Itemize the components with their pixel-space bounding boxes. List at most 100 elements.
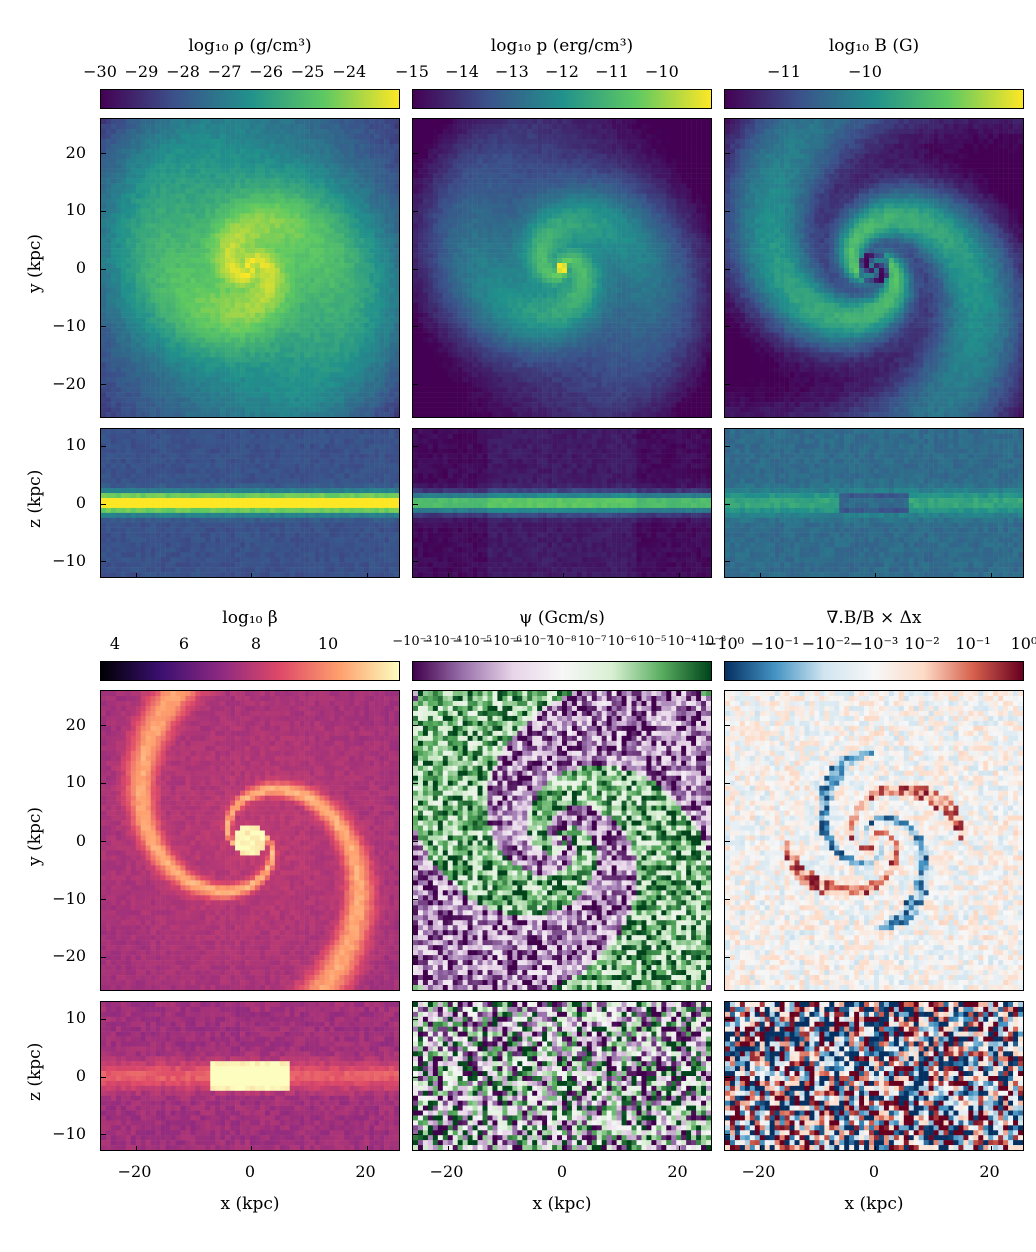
x-tick-label: 0: [557, 1162, 567, 1181]
colorbar-tick-label: −10⁻⁷: [512, 634, 552, 649]
colorbar: [412, 89, 712, 109]
y-tick-mark: [101, 326, 106, 328]
y-tick-mark: [101, 725, 106, 727]
x-tick-mark: [759, 1146, 761, 1150]
y-tick-mark: [101, 268, 106, 270]
y-tick-mark: [413, 725, 418, 727]
colorbar-tick-label: −29: [125, 62, 159, 81]
y-tick-mark: [725, 956, 730, 958]
y-tick-mark: [101, 1076, 106, 1078]
face-on-map: [100, 690, 400, 991]
y-tick-mark: [413, 1018, 418, 1020]
colorbar-tick-label: −25: [291, 62, 325, 81]
colorbar-tick-label: 10⁻⁵: [638, 634, 667, 649]
y-tick-mark: [413, 503, 418, 505]
colorbar-tick-label: −10⁻²: [802, 634, 851, 653]
y-tick-label: 10: [36, 772, 86, 791]
x-tick-mark: [990, 573, 992, 577]
x-tick-mark: [990, 1146, 992, 1150]
colorbar-tick-label: −10⁻³: [392, 634, 432, 649]
y-tick-mark: [413, 899, 418, 901]
colorbar-tick-label: −10⁻⁵: [452, 634, 492, 649]
colorbar-tick-label: −15: [395, 62, 429, 81]
z-tick-label: 10: [36, 435, 86, 454]
y-tick-label: 20: [36, 715, 86, 734]
y-tick-label: −10: [36, 316, 86, 335]
y-tick-mark: [101, 384, 106, 385]
x-tick-mark: [678, 573, 680, 577]
z-tick-label: −10: [36, 551, 86, 570]
y-tick-mark: [725, 268, 730, 270]
y-tick-mark: [725, 445, 730, 447]
x-tick-mark: [759, 573, 761, 577]
colorbar-tick-label: 10⁻⁸: [548, 634, 577, 649]
x-tick-mark: [447, 573, 449, 577]
y-tick-mark: [725, 153, 730, 154]
y-tick-mark: [413, 841, 418, 842]
x-tick-mark: [135, 573, 137, 577]
z-tick-label: 0: [36, 1066, 86, 1085]
face-on-map: [412, 690, 712, 991]
y-tick-mark: [101, 445, 106, 447]
x-tick-label: 20: [355, 1162, 375, 1181]
y-tick-mark: [725, 782, 730, 784]
y-tick-mark: [101, 1134, 106, 1136]
colorbar-tick-label: 10⁻⁴: [668, 634, 697, 649]
x-axis-label: x (kpc): [845, 1194, 904, 1214]
edge-on-map: [100, 1001, 400, 1151]
colorbar-tick-label: 4: [110, 634, 120, 653]
y-tick-mark: [725, 1076, 730, 1078]
z-tick-label: 10: [36, 1008, 86, 1027]
y-tick-mark: [725, 1018, 730, 1020]
y-tick-mark: [413, 384, 418, 385]
y-tick-mark: [413, 268, 418, 270]
colorbar-tick-label: −14: [445, 62, 479, 81]
x-tick-mark: [563, 573, 564, 577]
colorbar-title: log₁₀ ρ (g/cm³): [100, 36, 400, 56]
colorbar-tick-label: −10: [848, 62, 882, 81]
y-tick-mark: [725, 384, 730, 385]
y-tick-mark: [725, 326, 730, 328]
colorbar-tick-label: 10⁻²: [904, 634, 939, 653]
colorbar-tick-label: −10⁻³: [850, 634, 899, 653]
y-tick-mark: [413, 1076, 418, 1078]
colorbar-tick-label: −10⁻⁶: [482, 634, 522, 649]
y-tick-mark: [725, 725, 730, 727]
colorbar-tick-label: 10⁻⁶: [608, 634, 637, 649]
colorbar: [412, 661, 712, 681]
colorbar-tick-label: 10⁰: [1011, 634, 1036, 653]
x-tick-mark: [563, 1146, 564, 1150]
y-tick-mark: [413, 326, 418, 328]
colorbar-title: ∇.B/B × Δx: [724, 608, 1024, 628]
colorbar-tick-label: −12: [545, 62, 579, 81]
y-tick-mark: [413, 210, 418, 212]
x-tick-label: 20: [667, 1162, 687, 1181]
colorbar-tick-label: 10⁻³: [698, 634, 727, 649]
y-tick-mark: [101, 503, 106, 505]
colorbar-tick-label: −10⁻⁴: [422, 634, 462, 649]
y-tick-mark: [101, 899, 106, 901]
y-tick-mark: [413, 956, 418, 958]
colorbar-tick-label: −26: [249, 62, 283, 81]
x-tick-mark: [678, 1146, 680, 1150]
colorbar-title: log₁₀ B (G): [724, 36, 1024, 56]
x-tick-mark: [366, 1146, 368, 1150]
y-tick-mark: [413, 445, 418, 447]
x-axis-label: x (kpc): [533, 1194, 592, 1214]
colorbar-tick-label: −24: [332, 62, 366, 81]
colorbar-tick-label: −11: [767, 62, 801, 81]
edge-on-map: [100, 428, 400, 578]
x-tick-mark: [251, 573, 252, 577]
y-tick-mark: [413, 1134, 418, 1136]
face-on-map: [100, 118, 400, 418]
colorbar-tick-label: −11: [595, 62, 629, 81]
colorbar-tick-label: −10: [645, 62, 679, 81]
colorbar-tick-label: −13: [495, 62, 529, 81]
edge-on-map: [412, 1001, 712, 1151]
edge-on-map: [724, 428, 1024, 578]
colorbar-title: log₁₀ p (erg/cm³): [412, 36, 712, 56]
edge-on-map: [412, 428, 712, 578]
y-tick-mark: [725, 210, 730, 212]
x-tick-mark: [251, 1146, 252, 1150]
colorbar-tick-label: 6: [179, 634, 189, 653]
